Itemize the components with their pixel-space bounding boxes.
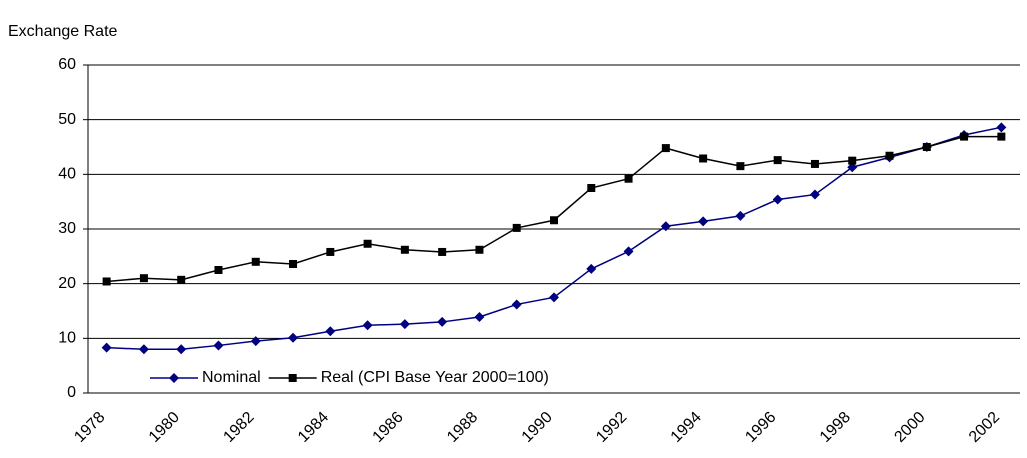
marker (773, 156, 782, 165)
marker (362, 320, 373, 331)
marker (847, 162, 858, 173)
x-tick-label: 1998 (817, 409, 854, 446)
marker (177, 275, 186, 284)
marker (810, 159, 819, 168)
marker (996, 122, 1007, 133)
marker (289, 259, 298, 268)
marker (848, 156, 857, 165)
marker (438, 247, 447, 256)
marker (922, 143, 931, 151)
series-line (106, 126, 1002, 351)
x-tick-label: 1994 (668, 409, 705, 446)
x-tick-label: 1992 (593, 409, 630, 446)
x-tick-label: 1988 (444, 409, 481, 446)
marker (623, 246, 634, 257)
marker (698, 216, 709, 227)
legend-label: Real (CPI Base Year 2000=100) (321, 369, 549, 386)
marker (735, 210, 746, 221)
y-tick-label: 60 (58, 56, 76, 73)
marker (624, 174, 633, 183)
y-tick-label: 30 (58, 220, 76, 237)
y-axis-label: Exchange Rate (8, 23, 118, 40)
marker (475, 245, 484, 254)
y-tick-label: 20 (58, 275, 76, 292)
marker (587, 184, 596, 192)
marker (736, 162, 745, 171)
marker (772, 194, 783, 205)
marker (139, 274, 148, 283)
marker (325, 326, 336, 337)
marker (213, 340, 224, 351)
marker (138, 344, 149, 355)
marker (699, 154, 708, 163)
marker (960, 132, 969, 141)
marker (586, 263, 597, 274)
marker (661, 144, 670, 153)
marker (474, 312, 485, 323)
y-tick-label: 50 (58, 111, 76, 128)
x-tick-label: 2002 (966, 409, 1003, 446)
legend-marker (169, 373, 179, 383)
marker (250, 336, 261, 347)
marker (101, 342, 112, 353)
x-tick-label: 2000 (891, 409, 928, 446)
marker (251, 257, 260, 266)
marker (997, 132, 1006, 141)
marker (176, 344, 187, 355)
marker (511, 299, 522, 310)
marker (400, 245, 409, 254)
x-tick-label: 1986 (370, 409, 407, 446)
marker (885, 151, 894, 160)
x-tick-label: 1980 (146, 409, 183, 446)
marker (437, 316, 448, 327)
legend-label: Nominal (202, 369, 261, 386)
marker (512, 223, 521, 232)
legend-marker (288, 374, 297, 382)
x-tick-label: 1982 (220, 409, 257, 446)
x-tick-label: 1996 (742, 409, 779, 446)
x-tick-label: 1978 (71, 409, 108, 446)
legend-box (145, 366, 557, 390)
y-tick-label: 0 (67, 384, 76, 401)
x-tick-label: 1984 (295, 409, 332, 446)
marker (102, 277, 111, 286)
y-tick-label: 40 (58, 166, 76, 183)
marker (326, 247, 335, 256)
marker (549, 292, 559, 303)
marker (363, 239, 372, 248)
marker (399, 319, 410, 330)
marker (809, 189, 820, 200)
series-line (106, 135, 1002, 283)
legend: Nominal Real (CPI Base Year 2000=100) (145, 366, 557, 390)
y-tick-label: 10 (58, 330, 76, 347)
marker (660, 221, 671, 232)
x-tick-label: 1990 (519, 409, 556, 446)
marker (288, 332, 299, 343)
marker (214, 266, 223, 274)
marker (550, 216, 558, 225)
